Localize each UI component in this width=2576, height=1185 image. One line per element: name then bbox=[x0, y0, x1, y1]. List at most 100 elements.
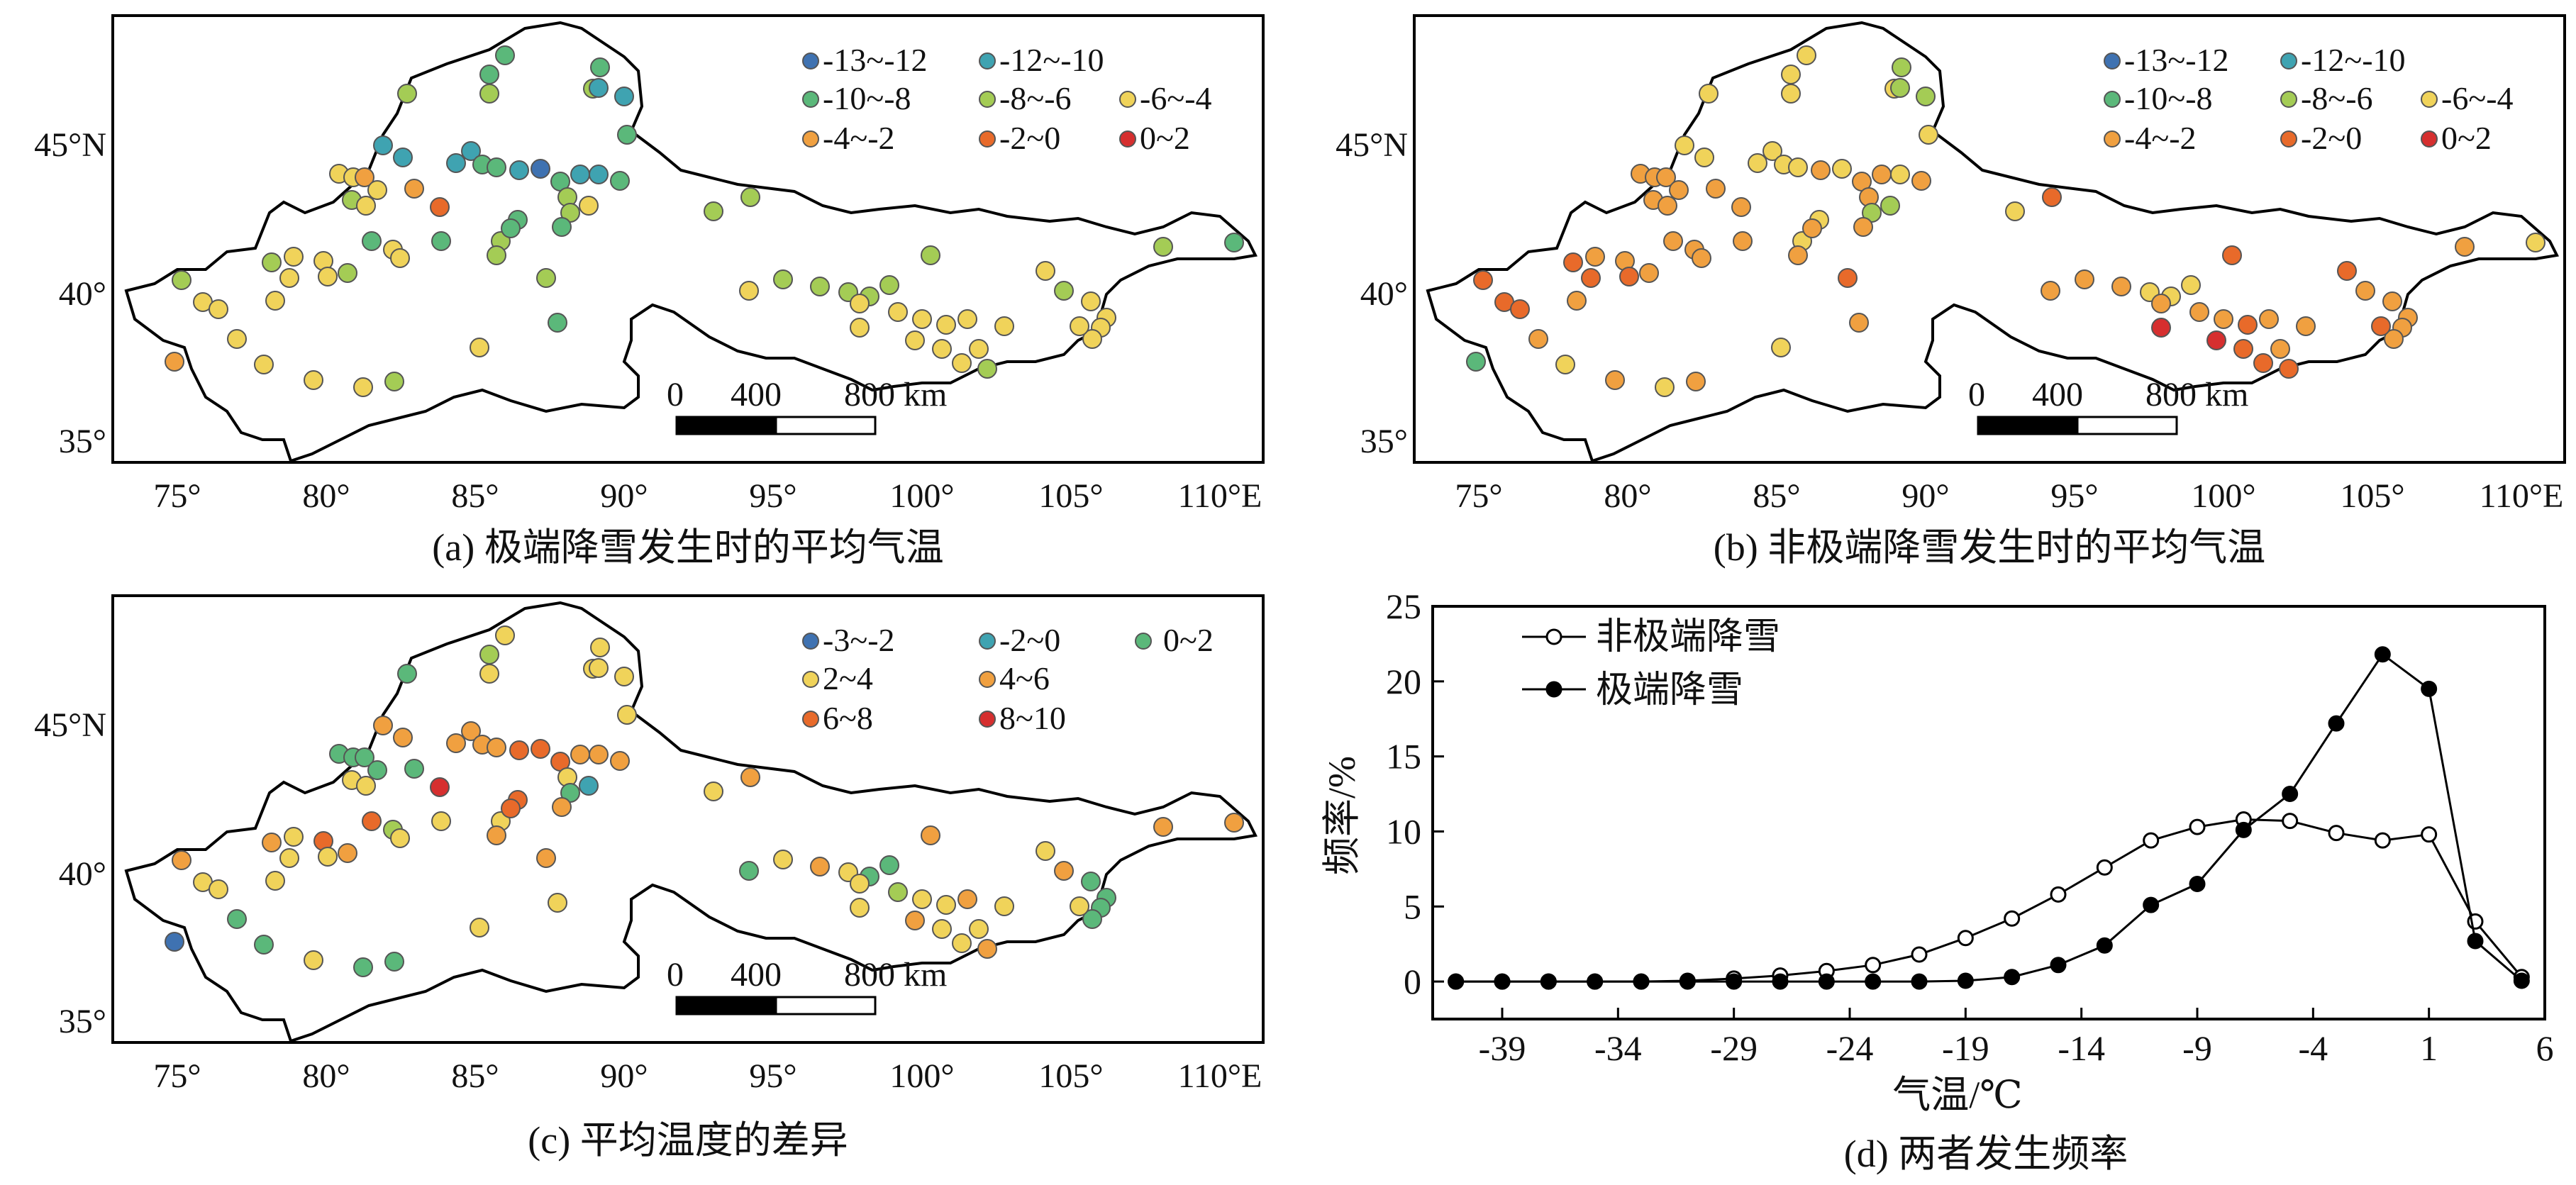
legend-marker bbox=[979, 91, 996, 108]
series-point-0 bbox=[2282, 813, 2299, 830]
station-dot bbox=[461, 721, 481, 741]
x-tick-label: -9 bbox=[2182, 1028, 2212, 1068]
station-dot bbox=[739, 861, 759, 881]
station-dot bbox=[1070, 316, 1089, 336]
station-dot bbox=[393, 148, 413, 167]
legend-marker-extreme bbox=[1545, 681, 1562, 698]
station-dot bbox=[977, 359, 997, 379]
station-dot bbox=[501, 218, 521, 238]
y-tick-label: 40° bbox=[59, 275, 106, 313]
station-dot bbox=[254, 935, 274, 955]
x-tick-label: 90° bbox=[600, 477, 648, 515]
station-dot bbox=[1658, 196, 1677, 216]
y-tick-label: 20 bbox=[1386, 662, 1421, 701]
x-tick-label: 85° bbox=[451, 477, 499, 515]
station-dot bbox=[740, 187, 760, 207]
panel-a-stations bbox=[165, 45, 1244, 397]
station-dot bbox=[879, 855, 899, 875]
x-tick-label: 100° bbox=[889, 1057, 954, 1095]
station-dot bbox=[1788, 157, 1808, 177]
legend-marker bbox=[2280, 91, 2297, 108]
x-tick-label: 1 bbox=[2420, 1028, 2438, 1068]
legend-marker bbox=[802, 91, 819, 108]
station-dot bbox=[2151, 294, 2171, 313]
station-dot bbox=[404, 759, 424, 779]
panel-c-caption: (c) 平均温度的差异 bbox=[528, 1119, 848, 1162]
scalebar-zero: 0 bbox=[667, 376, 684, 413]
y-tick-label: 0 bbox=[1404, 962, 1421, 1001]
station-dot bbox=[284, 247, 304, 267]
series-point-1 bbox=[2467, 933, 2484, 950]
station-dot bbox=[390, 248, 410, 268]
legend-marker bbox=[1135, 633, 1152, 650]
x-tick-label: 105° bbox=[2340, 477, 2404, 515]
scalebar-end: 800 km bbox=[844, 956, 947, 994]
station-dot bbox=[2233, 339, 2253, 359]
station-dot bbox=[362, 231, 382, 251]
station-dot bbox=[393, 728, 413, 747]
station-dot bbox=[2270, 339, 2290, 359]
y-tick-label: 35° bbox=[59, 423, 106, 460]
panel-a-scalebar: 0 400 800 km bbox=[667, 376, 947, 435]
station-dot bbox=[2296, 316, 2316, 336]
legend-label: -8~-6 bbox=[999, 80, 1072, 116]
station-dot bbox=[888, 302, 908, 322]
y-tick-label: 15 bbox=[1386, 737, 1421, 777]
legend-label: -12~-10 bbox=[999, 42, 1104, 78]
x-tick-label: 75° bbox=[153, 477, 201, 515]
station-dot bbox=[487, 245, 506, 265]
station-dot bbox=[570, 745, 590, 764]
series-point-1 bbox=[1633, 973, 1650, 990]
station-dot bbox=[1781, 65, 1801, 84]
series-point-0 bbox=[2096, 859, 2113, 876]
y-tick-label: 35° bbox=[1360, 423, 1408, 460]
scalebar-white bbox=[775, 996, 877, 1016]
station-dot bbox=[353, 377, 373, 397]
station-dot bbox=[1872, 165, 1892, 184]
station-dot bbox=[704, 781, 723, 801]
station-dot bbox=[1853, 217, 1873, 237]
station-dot bbox=[810, 857, 830, 877]
station-dot bbox=[470, 918, 489, 938]
x-tick-label: 75° bbox=[1455, 477, 1502, 515]
legend-label-extreme: 极端降雪 bbox=[1596, 670, 1743, 711]
station-dot bbox=[932, 919, 952, 939]
station-dot bbox=[509, 740, 529, 760]
x-tick-label: 95° bbox=[749, 1057, 796, 1095]
station-dot bbox=[536, 848, 556, 868]
station-dot bbox=[1890, 78, 1910, 98]
station-dot bbox=[936, 315, 956, 335]
legend-label: 0~2 bbox=[1163, 622, 1214, 658]
station-dot bbox=[921, 825, 940, 845]
legend-label: 4~6 bbox=[999, 660, 1050, 696]
series-point-1 bbox=[2513, 972, 2530, 989]
series-point-1 bbox=[1587, 973, 1604, 990]
scalebar-white bbox=[775, 416, 877, 435]
region-outline bbox=[124, 601, 1258, 1043]
station-dot bbox=[165, 932, 184, 952]
y-tick-label: 45°N bbox=[34, 706, 106, 744]
legend-marker bbox=[802, 671, 819, 688]
station-dot bbox=[614, 667, 634, 686]
station-dot bbox=[1224, 813, 1244, 833]
station-dot bbox=[1619, 267, 1639, 286]
legend-marker bbox=[2280, 52, 2297, 69]
y-tick-label: 25 bbox=[1386, 586, 1421, 626]
station-dot bbox=[1081, 872, 1101, 891]
legend-marker bbox=[802, 711, 819, 728]
station-dot bbox=[362, 811, 382, 831]
station-dot bbox=[172, 270, 191, 290]
legend-marker bbox=[2280, 130, 2297, 148]
station-dot bbox=[912, 889, 932, 909]
station-dot bbox=[912, 309, 932, 329]
series-point-0 bbox=[1911, 946, 1928, 963]
station-dot bbox=[850, 318, 870, 338]
series-point-1 bbox=[2328, 715, 2345, 732]
legend-marker bbox=[979, 130, 996, 148]
station-dot bbox=[1581, 268, 1601, 288]
station-dot bbox=[318, 267, 338, 286]
station-dot bbox=[470, 338, 489, 357]
legend-marker bbox=[1119, 91, 1136, 108]
legend-marker bbox=[802, 52, 819, 69]
legend-label: 0~2 bbox=[1140, 120, 1190, 156]
